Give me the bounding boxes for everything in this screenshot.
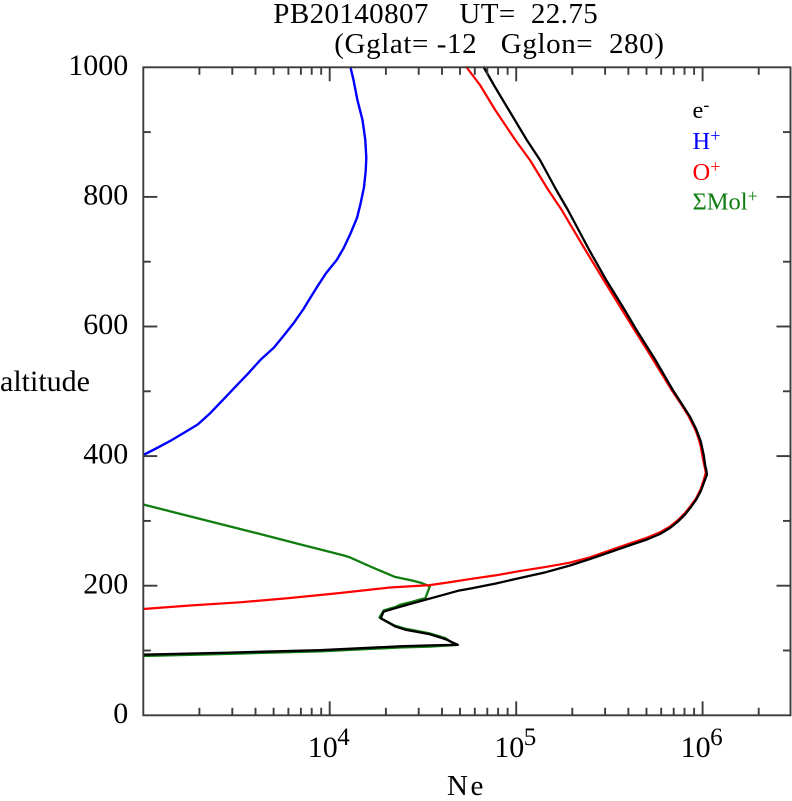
svg-text:5: 5 — [524, 724, 537, 751]
svg-text:ΣMol+: ΣMol+ — [693, 186, 758, 216]
svg-text:10: 10 — [681, 731, 711, 764]
svg-text:10: 10 — [308, 731, 338, 764]
svg-text:0: 0 — [113, 697, 128, 730]
svg-text:(Gglat= -12 Gglon= 280): (Gglat= -12 Gglon= 280) — [334, 28, 664, 60]
svg-text:4: 4 — [337, 724, 350, 751]
svg-text:200: 200 — [83, 567, 128, 600]
svg-text:400: 400 — [83, 438, 128, 471]
svg-text:600: 600 — [83, 308, 128, 341]
svg-text:PB20140807 UT= 22.75: PB20140807 UT= 22.75 — [273, 0, 598, 30]
svg-text:altitude: altitude — [0, 365, 90, 398]
svg-text:6: 6 — [710, 724, 723, 751]
svg-text:10: 10 — [494, 731, 524, 764]
svg-text:1000: 1000 — [68, 49, 128, 82]
svg-text:800: 800 — [83, 179, 128, 212]
svg-text:Ne: Ne — [447, 770, 483, 796]
